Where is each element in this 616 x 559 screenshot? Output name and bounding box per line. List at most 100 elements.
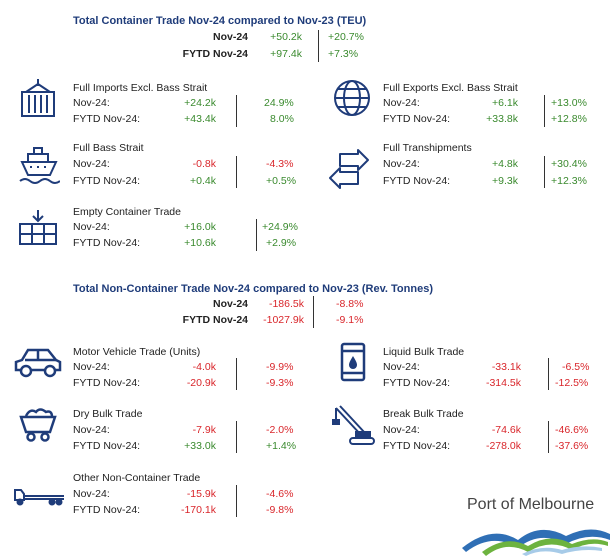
- divider: [256, 219, 257, 251]
- ship-icon: [18, 145, 60, 187]
- noncontainer-summary-label-1: FYTD Nov-24: [182, 314, 248, 326]
- imports-value-0: +24.2k: [184, 97, 216, 109]
- tranship-label-1: FYTD Nov-24:: [383, 175, 451, 187]
- dry-label-0: Nov-24:: [73, 424, 110, 436]
- globe-icon: [332, 78, 372, 118]
- breakbulk-label-1: FYTD Nov-24:: [383, 440, 451, 452]
- breakbulk-pct-1: -37.6%: [555, 440, 589, 452]
- empty-value-0: +16.0k: [184, 221, 216, 233]
- empty-value-1: +10.6k: [184, 237, 216, 249]
- exports-value-1: +33.8k: [486, 113, 518, 125]
- imports-label-1: FYTD Nov-24:: [73, 113, 141, 125]
- dry-pct-1: +1.4%: [266, 440, 297, 452]
- other-label-1: FYTD Nov-24:: [73, 504, 141, 516]
- other-value-1: -170.1k: [180, 504, 216, 516]
- flatbed-truck-icon: [12, 480, 66, 510]
- mine-cart-icon: [18, 404, 58, 444]
- container-summary-label-1: FYTD Nov-24: [182, 48, 248, 60]
- tranship-label-0: Nov-24:: [383, 158, 420, 170]
- divider: [236, 156, 237, 188]
- container-trade-title: Total Container Trade Nov-24 compared to…: [73, 15, 367, 27]
- noncontainer-trade-title: Total Non-Container Trade Nov-24 compare…: [73, 283, 433, 295]
- imports-pct-0: 24.9%: [264, 97, 294, 109]
- motor-value-1: -20.9k: [186, 377, 216, 389]
- crane-icon: [332, 404, 376, 446]
- container-summary-value-1: +97.4k: [270, 48, 302, 60]
- breakbulk-value-1: -278.0k: [485, 440, 521, 452]
- motor-label-0: Nov-24:: [73, 361, 110, 373]
- container-summary-pct-0: +20.7%: [328, 31, 364, 43]
- divider: [236, 485, 237, 517]
- exchange-arrows-icon: [326, 148, 372, 190]
- liquid-value-1: -314.5k: [485, 377, 521, 389]
- dry-title: Dry Bulk Trade: [73, 408, 143, 420]
- divider: [313, 296, 314, 328]
- motor-value-0: -4.0k: [192, 361, 216, 373]
- divider: [236, 358, 237, 390]
- imports-title: Full Imports Excl. Bass Strait: [73, 82, 208, 94]
- noncontainer-summary-label-0: Nov-24: [212, 298, 248, 310]
- barrel-icon: [338, 342, 368, 382]
- divider: [548, 358, 549, 390]
- empty-title: Empty Container Trade: [73, 206, 181, 218]
- empty-label-0: Nov-24:: [73, 221, 110, 233]
- divider: [544, 156, 545, 188]
- motor-label-1: FYTD Nov-24:: [73, 377, 141, 389]
- other-pct-0: -4.6%: [266, 488, 294, 500]
- empty-pct-1: +2.9%: [266, 237, 297, 249]
- dry-value-1: +33.0k: [184, 440, 216, 452]
- divider: [548, 421, 549, 453]
- tranship-pct-0: +30.4%: [551, 158, 587, 170]
- liquid-pct-1: -12.5%: [555, 377, 589, 389]
- noncontainer-summary-value-1: -1027.9k: [263, 314, 304, 326]
- tranship-value-1: +9.3k: [492, 175, 518, 187]
- container-summary-pct-1: +7.3%: [328, 48, 359, 60]
- bass-value-0: -0.8k: [192, 158, 216, 170]
- exports-value-0: +6.1k: [492, 97, 518, 109]
- empty-pct-0: +24.9%: [262, 221, 298, 233]
- tranship-pct-1: +12.3%: [551, 175, 587, 187]
- exports-pct-1: +12.8%: [551, 113, 587, 125]
- exports-pct-0: +13.0%: [551, 97, 587, 109]
- breakbulk-pct-0: -46.6%: [555, 424, 589, 436]
- cargo-container-icon: [18, 78, 58, 120]
- motor-pct-0: -9.9%: [266, 361, 294, 373]
- breakbulk-title: Break Bulk Trade: [383, 408, 464, 420]
- liquid-title: Liquid Bulk Trade: [383, 346, 465, 358]
- divider: [236, 95, 237, 127]
- dry-value-0: -7.9k: [192, 424, 216, 436]
- dry-pct-0: -2.0%: [266, 424, 294, 436]
- imports-label-0: Nov-24:: [73, 97, 110, 109]
- exports-label-0: Nov-24:: [383, 97, 420, 109]
- liquid-label-1: FYTD Nov-24:: [383, 377, 451, 389]
- container-stack-icon: [18, 208, 58, 248]
- other-pct-1: -9.8%: [266, 504, 294, 516]
- bass-value-1: +0.4k: [190, 175, 216, 187]
- bass-label-1: FYTD Nov-24:: [73, 175, 141, 187]
- divider: [544, 95, 545, 127]
- other-label-0: Nov-24:: [73, 488, 110, 500]
- exports-label-1: FYTD Nov-24:: [383, 113, 451, 125]
- container-summary-value-0: +50.2k: [270, 31, 302, 43]
- noncontainer-summary-pct-0: -8.8%: [336, 298, 364, 310]
- car-icon: [12, 344, 64, 380]
- breakbulk-value-0: -74.6k: [491, 424, 521, 436]
- bass-label-0: Nov-24:: [73, 158, 110, 170]
- empty-label-1: FYTD Nov-24:: [73, 237, 141, 249]
- breakbulk-label-0: Nov-24:: [383, 424, 420, 436]
- noncontainer-summary-value-0: -186.5k: [268, 298, 304, 310]
- exports-title: Full Exports Excl. Bass Strait: [383, 82, 518, 94]
- dry-label-1: FYTD Nov-24:: [73, 440, 141, 452]
- container-summary-label-0: Nov-24: [212, 31, 248, 43]
- imports-value-1: +43.4k: [184, 113, 216, 125]
- port-of-melbourne-logo-text: Port of Melbourne: [467, 496, 595, 513]
- other-title: Other Non-Container Trade: [73, 472, 201, 484]
- motor-pct-1: -9.3%: [266, 377, 294, 389]
- noncontainer-summary-pct-1: -9.1%: [336, 314, 364, 326]
- tranship-title: Full Transhipments: [383, 142, 472, 154]
- divider: [318, 30, 319, 62]
- liquid-label-0: Nov-24:: [383, 361, 420, 373]
- liquid-pct-0: -6.5%: [562, 361, 590, 373]
- bass-pct-0: -4.3%: [266, 158, 294, 170]
- bass-pct-1: +0.5%: [266, 175, 297, 187]
